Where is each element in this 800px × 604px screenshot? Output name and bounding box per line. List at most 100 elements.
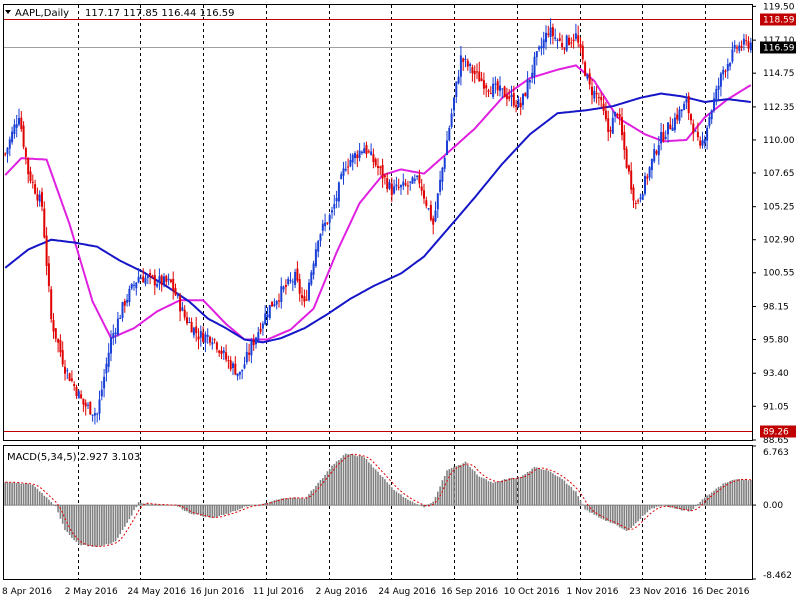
- candle: [215, 341, 218, 353]
- candle-body: [699, 140, 702, 146]
- macd-bar: [223, 505, 225, 515]
- candle-body: [261, 323, 264, 329]
- macd-bar: [216, 505, 218, 517]
- candle: [257, 327, 260, 343]
- candle-body: [648, 167, 651, 178]
- candle-body: [163, 276, 165, 284]
- candle: [653, 143, 656, 164]
- candle: [390, 177, 393, 202]
- candle-body: [719, 73, 722, 87]
- candle-body: [206, 335, 209, 337]
- candle-body: [551, 27, 554, 37]
- candle: [595, 85, 598, 104]
- candle-body: [75, 387, 78, 396]
- macd-bar: [487, 481, 490, 506]
- candle-body: [324, 222, 327, 227]
- candle-body: [505, 95, 508, 100]
- candle-body: [303, 296, 306, 302]
- candle: [192, 326, 195, 339]
- candle-body: [561, 43, 564, 48]
- candle-body: [296, 268, 299, 281]
- macd-bar: [354, 455, 356, 506]
- candle: [671, 118, 674, 131]
- candle: [453, 96, 455, 117]
- candle-body: [82, 398, 85, 405]
- macd-bar: [630, 505, 632, 528]
- candle: [340, 171, 343, 180]
- macd-bar: [476, 474, 478, 505]
- candle-body: [586, 74, 589, 79]
- macd-bar: [646, 505, 649, 513]
- menu-triangle-icon[interactable]: [5, 10, 11, 14]
- candle-body: [710, 110, 713, 120]
- macd-bar: [305, 496, 308, 506]
- candle-body: [47, 263, 50, 286]
- candle-body: [289, 280, 292, 282]
- candle-body: [577, 35, 580, 43]
- candle-body: [156, 284, 159, 287]
- macd-bar: [664, 505, 667, 507]
- macd-bar: [308, 494, 310, 505]
- macd-bar: [480, 477, 483, 506]
- candle-body: [333, 203, 336, 209]
- macd-bar: [710, 492, 713, 506]
- candle-body: [291, 281, 294, 283]
- candle: [719, 71, 722, 97]
- candle: [650, 158, 653, 179]
- candle-body: [455, 81, 458, 97]
- macd-bar: [128, 505, 131, 520]
- candle: [425, 196, 428, 209]
- candle: [112, 324, 115, 346]
- candle-body: [706, 127, 709, 141]
- candle: [227, 355, 230, 369]
- candle: [604, 101, 607, 122]
- candle-body: [595, 92, 598, 95]
- candle-body: [457, 76, 460, 84]
- candle: [480, 72, 483, 82]
- candle-body: [641, 193, 644, 200]
- candle: [600, 92, 603, 108]
- candle: [220, 346, 223, 360]
- macd-bar: [701, 499, 704, 506]
- candle-body: [107, 352, 110, 367]
- macd-bar: [434, 496, 437, 506]
- candle-body: [57, 339, 60, 343]
- candle-body: [591, 86, 593, 96]
- candle: [20, 111, 23, 132]
- candle: [144, 274, 147, 287]
- candle: [494, 76, 497, 94]
- candle-body: [690, 114, 692, 121]
- candle: [47, 255, 50, 293]
- macd-bar: [200, 505, 202, 516]
- macd-bar: [536, 467, 538, 505]
- candle: [621, 108, 623, 141]
- macd-bar: [448, 469, 451, 506]
- candle-body: [443, 157, 446, 169]
- macd-bar: [708, 494, 711, 506]
- y-tick-label: 117.10: [763, 36, 795, 46]
- current-price-box: [760, 41, 796, 54]
- candle-body: [349, 160, 352, 167]
- horizontal-levels: [4, 19, 752, 432]
- candle-body: [149, 273, 152, 275]
- candle-body: [31, 181, 34, 183]
- candle-body: [510, 94, 513, 97]
- candle-body: [183, 309, 186, 318]
- candle-body: [487, 90, 490, 92]
- macd-bar: [252, 505, 255, 506]
- candles: [4, 18, 752, 425]
- candle-body: [59, 340, 62, 353]
- candle: [100, 381, 103, 401]
- candle-body: [18, 118, 20, 125]
- macd-bar: [289, 497, 292, 506]
- candle-body: [570, 42, 573, 44]
- candle: [238, 371, 241, 380]
- candle: [591, 79, 593, 105]
- candle: [696, 122, 699, 141]
- candle: [694, 129, 697, 132]
- candle-body: [305, 299, 308, 301]
- candle-body: [317, 240, 320, 252]
- macd-bar: [542, 469, 545, 506]
- candle-body: [351, 154, 354, 163]
